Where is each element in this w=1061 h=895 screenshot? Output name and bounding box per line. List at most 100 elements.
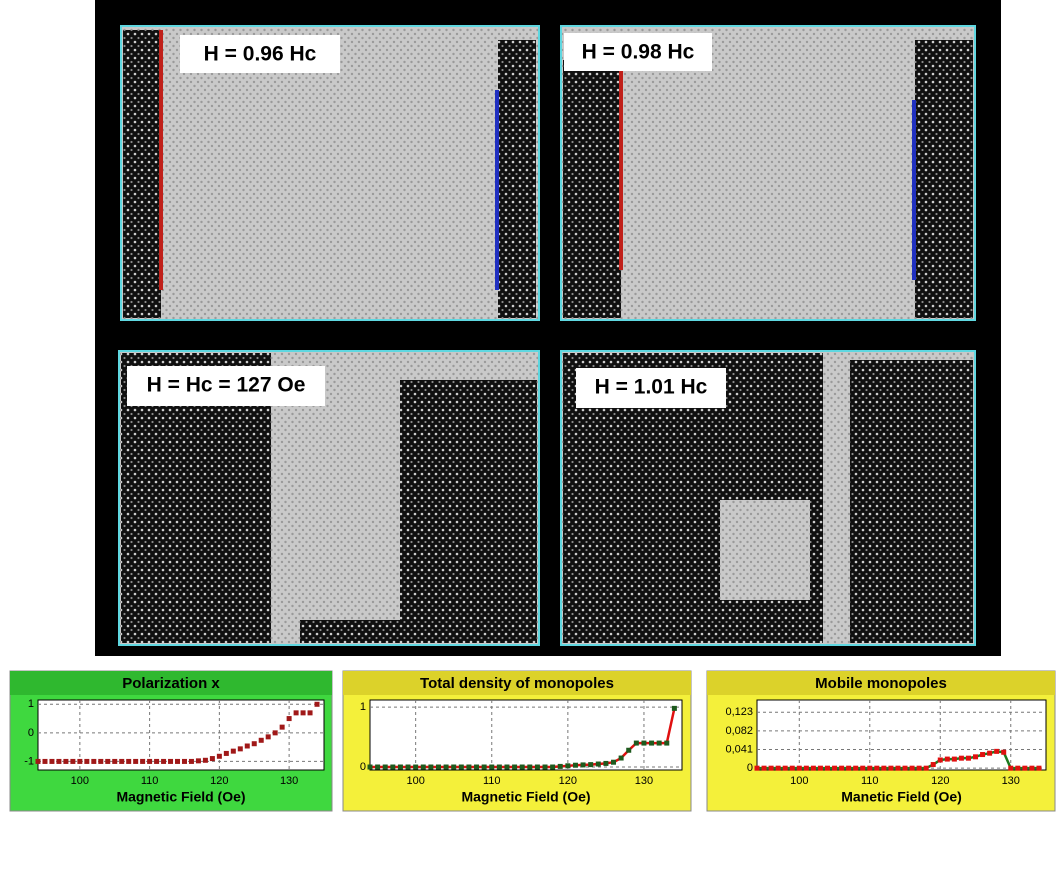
panel-label: H = 0.98 Hc bbox=[582, 41, 695, 64]
data-point bbox=[420, 764, 426, 770]
data-point bbox=[300, 710, 306, 716]
data-point bbox=[909, 765, 915, 771]
sim-panel: H = 0.98 Hc bbox=[560, 25, 976, 321]
data-point bbox=[565, 763, 571, 769]
data-point bbox=[542, 764, 548, 770]
data-point bbox=[237, 746, 243, 752]
data-point bbox=[258, 737, 264, 743]
data-point bbox=[641, 740, 647, 746]
chart-header bbox=[343, 671, 691, 695]
data-point bbox=[512, 764, 518, 770]
data-point bbox=[519, 764, 525, 770]
data-point bbox=[923, 765, 929, 771]
data-point bbox=[42, 758, 48, 764]
data-point bbox=[994, 748, 1000, 754]
panel-label-box bbox=[564, 33, 712, 71]
data-point bbox=[937, 757, 943, 763]
x-axis-label: Magnetic Field (Oe) bbox=[461, 789, 590, 805]
y-tick-label: 1 bbox=[360, 701, 366, 713]
data-point bbox=[588, 762, 594, 768]
data-point bbox=[105, 758, 111, 764]
data-point bbox=[230, 748, 236, 754]
data-point bbox=[580, 762, 586, 768]
data-point bbox=[293, 710, 299, 716]
data-point bbox=[188, 758, 194, 764]
data-point bbox=[881, 765, 887, 771]
data-point bbox=[504, 764, 510, 770]
data-point bbox=[181, 758, 187, 764]
x-tick-label: 100 bbox=[790, 775, 808, 787]
panel-label: H = 1.01 Hc bbox=[595, 376, 708, 399]
x-axis-label: Manetic Field (Oe) bbox=[841, 789, 962, 805]
data-point bbox=[980, 752, 986, 758]
data-point bbox=[782, 765, 788, 771]
data-point bbox=[789, 765, 795, 771]
data-point bbox=[944, 756, 950, 762]
data-point bbox=[77, 758, 83, 764]
data-point bbox=[973, 754, 979, 760]
y-tick-label: 0,123 bbox=[725, 706, 753, 718]
data-point bbox=[49, 758, 55, 764]
data-point bbox=[550, 764, 556, 770]
data-point bbox=[489, 764, 495, 770]
x-tick-label: 100 bbox=[71, 775, 89, 787]
data-point bbox=[867, 765, 873, 771]
y-tick-label: 0,041 bbox=[725, 743, 753, 755]
data-point bbox=[534, 764, 540, 770]
sim-panel: H = Hc = 127 Oe bbox=[118, 350, 540, 646]
y-tick-label: 0 bbox=[747, 762, 753, 774]
data-point bbox=[527, 764, 533, 770]
data-point bbox=[70, 758, 76, 764]
panel-label-box bbox=[180, 35, 340, 73]
data-point bbox=[286, 716, 292, 722]
data-point bbox=[119, 758, 125, 764]
sim-panel: H = 1.01 Hc bbox=[560, 350, 976, 646]
y-tick-label: 0 bbox=[28, 727, 34, 739]
data-point bbox=[557, 763, 563, 769]
data-point bbox=[443, 764, 449, 770]
data-point bbox=[817, 765, 823, 771]
data-point bbox=[895, 765, 901, 771]
data-point bbox=[671, 705, 677, 711]
data-point bbox=[1008, 765, 1014, 771]
data-point bbox=[987, 750, 993, 756]
data-point bbox=[754, 765, 760, 771]
data-point bbox=[965, 755, 971, 761]
chart-title: Mobile monopoles bbox=[815, 675, 947, 692]
data-point bbox=[98, 758, 104, 764]
x-tick-label: 130 bbox=[280, 775, 298, 787]
data-point bbox=[888, 765, 894, 771]
data-point bbox=[572, 762, 578, 768]
data-point bbox=[161, 758, 167, 764]
y-tick-label: 0,082 bbox=[725, 725, 753, 737]
data-point bbox=[375, 764, 381, 770]
data-point bbox=[595, 761, 601, 767]
data-point bbox=[314, 701, 320, 707]
data-point bbox=[272, 730, 278, 736]
x-tick-label: 120 bbox=[559, 775, 577, 787]
plot-area bbox=[756, 699, 1047, 771]
data-point bbox=[428, 764, 434, 770]
data-point bbox=[35, 758, 41, 764]
panel-label: H = 0.96 Hc bbox=[204, 43, 317, 66]
x-axis-label: Magnetic Field (Oe) bbox=[116, 789, 245, 805]
data-point bbox=[832, 765, 838, 771]
data-point bbox=[175, 758, 181, 764]
data-point bbox=[656, 740, 662, 746]
data-point bbox=[265, 734, 271, 740]
data-point bbox=[244, 743, 250, 749]
data-point bbox=[466, 764, 472, 770]
x-tick-label: 120 bbox=[931, 775, 949, 787]
x-tick-label: 130 bbox=[1002, 775, 1020, 787]
data-point bbox=[951, 756, 957, 762]
data-point bbox=[209, 756, 215, 762]
data-point bbox=[1015, 765, 1021, 771]
panel-label-box bbox=[576, 368, 726, 408]
chart-header bbox=[10, 671, 332, 695]
data-point bbox=[382, 764, 388, 770]
data-point bbox=[916, 765, 922, 771]
data-point bbox=[775, 765, 781, 771]
data-point bbox=[133, 758, 139, 764]
data-point bbox=[1029, 765, 1035, 771]
